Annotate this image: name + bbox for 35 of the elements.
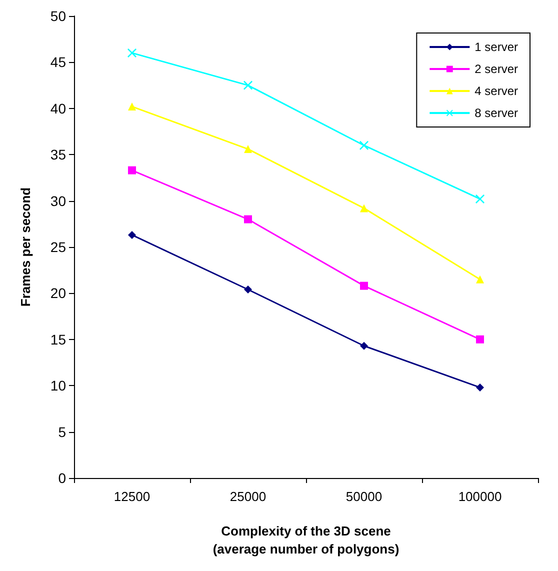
point xyxy=(128,230,136,239)
x-tick-label: 12500 xyxy=(114,489,150,504)
point xyxy=(244,145,252,154)
legend-label: 8 server xyxy=(474,106,518,120)
point xyxy=(360,342,368,350)
point xyxy=(128,102,136,111)
y-tick-label: 0 xyxy=(58,470,66,486)
legend-label: 1 server xyxy=(474,40,518,54)
y-tick-label: 20 xyxy=(50,285,66,302)
x-tick-label: 25000 xyxy=(230,489,266,504)
point xyxy=(476,383,484,392)
y-tick-label: 35 xyxy=(50,146,66,163)
y-tick-label: 15 xyxy=(50,331,66,348)
x-axis-title: Complexity of the 3D scene (average number of polygons) xyxy=(212,524,400,556)
y-tick-label: 30 xyxy=(50,192,66,209)
point xyxy=(360,282,368,290)
legend-label: 2 server xyxy=(474,62,518,76)
point xyxy=(244,286,252,294)
x-tick-label: 50000 xyxy=(346,489,382,504)
y-tick-label: 25 xyxy=(50,239,66,255)
point xyxy=(476,275,484,284)
y-axis-title: Frames per second xyxy=(18,187,33,307)
y-tick-label: 50 xyxy=(50,8,66,24)
point xyxy=(128,166,136,174)
point xyxy=(360,204,368,212)
point xyxy=(244,80,252,90)
legend-label: 4 server xyxy=(474,84,518,98)
y-tick-label: 5 xyxy=(58,424,66,440)
y-tick-label: 40 xyxy=(50,100,66,116)
y-tick-label: 45 xyxy=(50,54,66,70)
point xyxy=(360,140,368,150)
point xyxy=(476,335,484,344)
x-tick-label: 100000 xyxy=(458,489,502,504)
point xyxy=(244,215,252,224)
y-tick-label: 10 xyxy=(50,378,66,394)
